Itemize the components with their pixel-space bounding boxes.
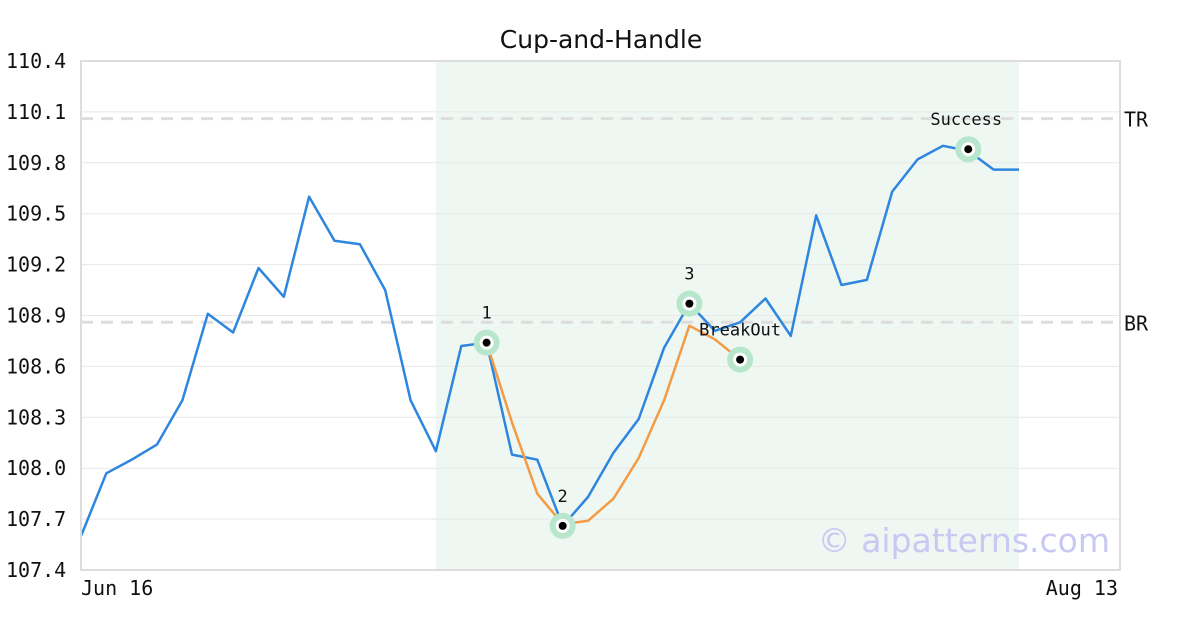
y-tick-label: 108.9 — [6, 304, 66, 328]
y-tick-label: 108.6 — [6, 354, 66, 378]
point-label: Success — [930, 110, 1002, 130]
point-label: BreakOut — [699, 321, 781, 341]
y-tick-label: 110.4 — [6, 49, 66, 73]
point-dot — [685, 299, 694, 308]
y-tick-label: 110.1 — [6, 100, 66, 124]
level-label: TR — [1124, 108, 1149, 132]
point-label: 3 — [684, 265, 694, 285]
point-dot — [558, 521, 567, 530]
pattern-series-line — [485, 324, 741, 526]
pattern-points: 1 2 3 BreakOut Success — [473, 110, 1002, 539]
y-tick-label: 107.4 — [6, 558, 66, 582]
y-tick-label: 108.3 — [6, 405, 66, 429]
level-lines: TR BR — [81, 108, 1149, 335]
x-tick-label: Jun 16 — [81, 576, 153, 600]
y-axis-ticks: 107.4 107.7 108.0 108.3 108.6 108.9 109.2 109.5… — [6, 49, 66, 582]
y-tick-label: 109.5 — [6, 202, 66, 226]
price-series-line — [79, 144, 1019, 537]
y-tick-label: 108.0 — [6, 456, 66, 480]
x-tick-label: Aug 13 — [1046, 576, 1118, 600]
y-tick-label: 109.2 — [6, 253, 66, 277]
watermark: © aipatterns.com — [818, 521, 1110, 560]
point-dot — [482, 338, 491, 347]
point-label: 1 — [481, 304, 491, 324]
chart-title: Cup-and-Handle — [500, 25, 702, 54]
y-tick-label: 109.8 — [6, 151, 66, 175]
level-label: BR — [1124, 311, 1149, 335]
point-dot — [736, 355, 745, 364]
plot-frame — [80, 60, 1121, 571]
x-axis-ticks: Jun 16 Aug 13 — [81, 576, 1118, 600]
y-tick-label: 107.7 — [6, 507, 66, 531]
point-dot — [964, 145, 973, 154]
point-label: 2 — [558, 487, 568, 507]
